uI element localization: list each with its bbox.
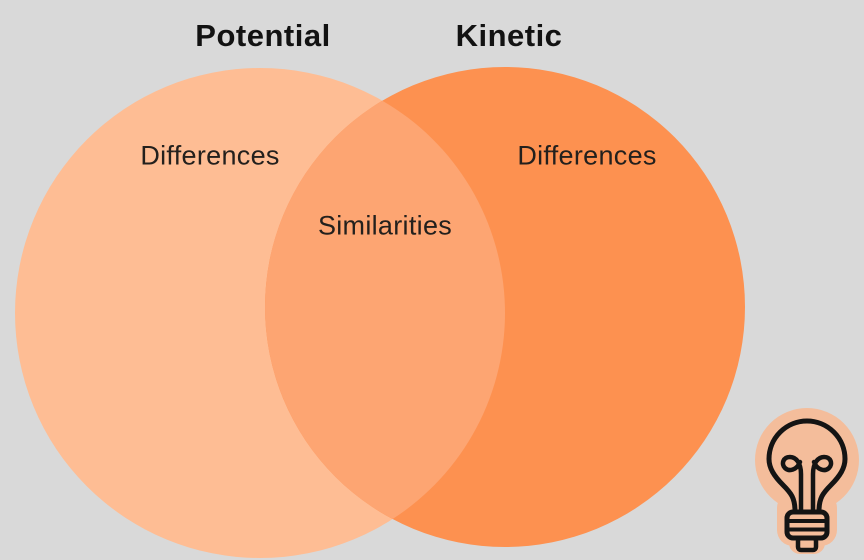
label-similarities: Similarities	[317, 210, 453, 241]
lightbulb-icon	[755, 408, 859, 554]
label-differences-right: Differences	[517, 140, 657, 171]
label-differences-left: Differences	[140, 140, 280, 171]
lightbulb-outline	[766, 418, 848, 553]
overlap-lens	[265, 100, 505, 519]
title-kinetic: Kinetic	[455, 18, 563, 53]
title-potential: Potential	[195, 18, 331, 53]
